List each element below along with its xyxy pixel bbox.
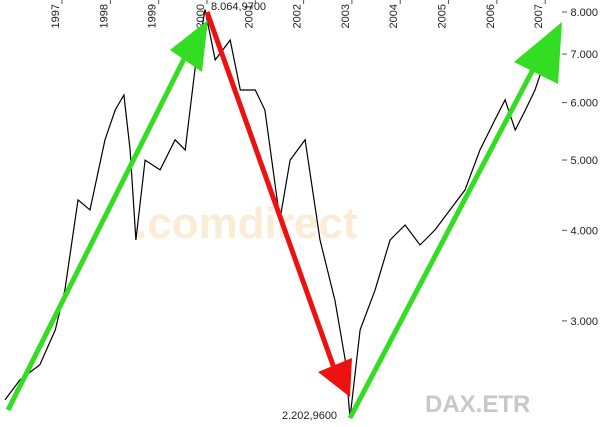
arrow-down — [204, 11, 337, 369]
x-tick-label: 2000 — [195, 4, 207, 28]
x-tick-label: 1998 — [98, 4, 110, 28]
y-tick-label: 6.000 — [570, 98, 598, 110]
x-tick-label: 1999 — [147, 4, 159, 28]
arrows — [5, 11, 562, 420]
x-tick-label: 1997 — [50, 4, 62, 28]
x-tick-label: 2004 — [388, 4, 400, 28]
watermark: .comdirect — [135, 199, 358, 248]
x-tick-label: 2001 — [243, 4, 255, 28]
x-tick-label: 2005 — [437, 4, 449, 28]
arrow-head — [170, 20, 208, 72]
arrow-head — [514, 22, 562, 84]
y-tick-label: 5.000 — [570, 155, 598, 167]
peak-label: 8.064,9700 — [211, 1, 266, 13]
y-tick-label: 4.000 — [570, 225, 598, 237]
y-tick-label: 7.000 — [570, 49, 598, 61]
x-tick-label: 2006 — [485, 4, 497, 28]
x-tick-label: 2003 — [340, 4, 352, 28]
x-tick-label: 2007 — [533, 4, 545, 28]
arrow-up-2 — [347, 58, 541, 420]
y-tick-label: 8.000 — [570, 7, 598, 19]
arrow-up-1 — [5, 53, 189, 412]
y-tick-label: 3.000 — [570, 316, 598, 328]
source-label: DAX.ETR — [425, 391, 530, 418]
x-tick-label: 2002 — [292, 4, 304, 28]
low-label: 2.202,9600 — [282, 410, 337, 422]
arrow-head — [318, 358, 352, 397]
